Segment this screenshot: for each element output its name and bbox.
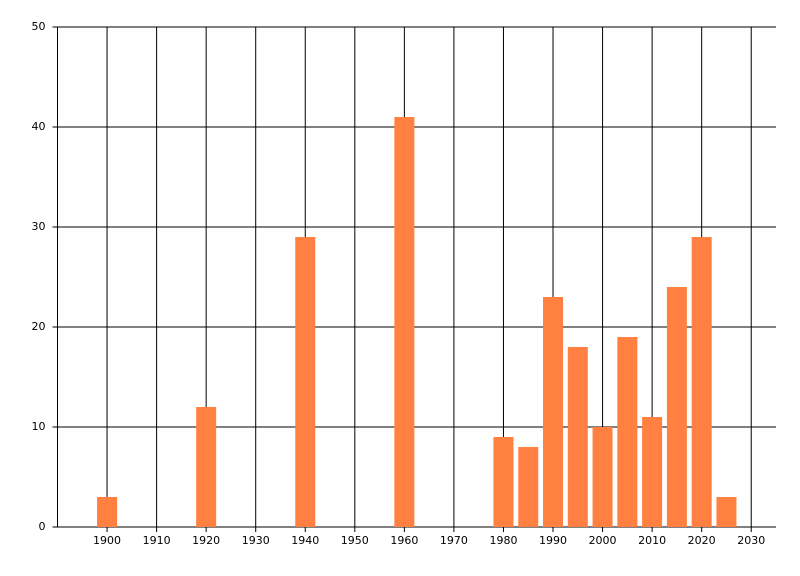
- bar: [716, 497, 737, 527]
- y-tick-label: 10: [32, 420, 46, 433]
- y-tick-label: 50: [32, 20, 46, 33]
- bar: [394, 117, 415, 527]
- x-tick-label: 1970: [440, 534, 468, 547]
- bar: [97, 497, 118, 527]
- bar: [592, 427, 613, 527]
- x-tick-label: 2010: [638, 534, 666, 547]
- bar: [518, 447, 539, 527]
- x-tick-label: 1960: [390, 534, 418, 547]
- x-tick-label: 2030: [737, 534, 765, 547]
- bar: [543, 297, 564, 527]
- y-tick-label: 0: [39, 520, 46, 533]
- y-tick-label: 40: [32, 120, 46, 133]
- bar: [567, 347, 588, 527]
- y-tick-label: 20: [32, 320, 46, 333]
- x-tick-label: 2000: [589, 534, 617, 547]
- y-tick-label: 30: [32, 220, 46, 233]
- bar: [493, 437, 514, 527]
- bar: [691, 237, 712, 527]
- bar: [642, 417, 663, 527]
- x-tick-label: 1980: [489, 534, 517, 547]
- bar: [295, 237, 316, 527]
- x-tick-label: 1950: [341, 534, 369, 547]
- bar: [617, 337, 638, 527]
- x-tick-label: 1920: [192, 534, 220, 547]
- x-tick-label: 1940: [291, 534, 319, 547]
- x-tick-label: 1990: [539, 534, 567, 547]
- x-tick-label: 1930: [242, 534, 270, 547]
- x-tick-label: 2020: [688, 534, 716, 547]
- x-tick-label: 1900: [93, 534, 121, 547]
- bar: [666, 287, 687, 527]
- bar: [196, 407, 217, 527]
- x-tick-label: 1910: [143, 534, 171, 547]
